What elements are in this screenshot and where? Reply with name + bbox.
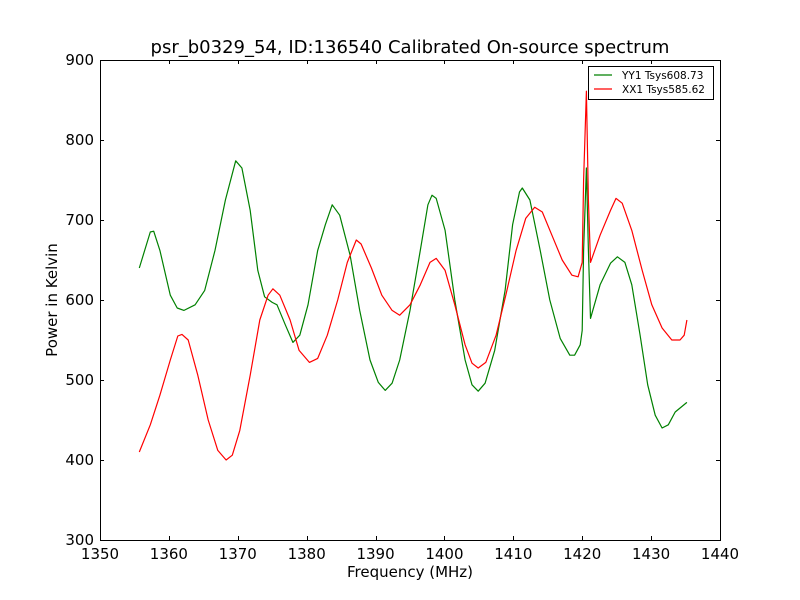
- y-tick-label: 400: [65, 451, 94, 469]
- chart-title: psr_b0329_54, ID:136540 Calibrated On-so…: [151, 37, 670, 58]
- x-tick-label: 1420: [563, 545, 601, 563]
- series-line-1: [138, 90, 688, 461]
- legend-box: [588, 66, 714, 100]
- x-tick-label: 1430: [632, 545, 670, 563]
- legend-label: YY1 Tsys608.73: [621, 70, 703, 82]
- series-line-0: [138, 160, 688, 429]
- y-tick-label: 700: [65, 211, 94, 229]
- x-tick-label: 1360: [150, 545, 188, 563]
- legend: YY1 Tsys608.73 XX1 Tsys585.62: [588, 66, 714, 100]
- y-tick-label: 900: [65, 51, 94, 69]
- x-tick-label: 1440: [701, 545, 739, 563]
- y-tick-label: 300: [65, 531, 94, 549]
- y-tick-label: 800: [65, 131, 94, 149]
- legend-label: XX1 Tsys585.62: [622, 84, 705, 96]
- x-tick-label: 1370: [219, 545, 257, 563]
- x-tick-label: 1400: [425, 545, 463, 563]
- y-tick-label: 500: [65, 371, 94, 389]
- plot-frame: [100, 60, 721, 541]
- x-tick-label: 1390: [356, 545, 394, 563]
- x-tick-label: 1410: [494, 545, 532, 563]
- x-tick-label: 1380: [288, 545, 326, 563]
- y-axis-label: Power in Kelvin: [43, 243, 61, 357]
- y-tick-label: 600: [65, 291, 94, 309]
- x-tick-label: 1350: [81, 545, 119, 563]
- x-axis-label: Frequency (MHz): [347, 563, 473, 581]
